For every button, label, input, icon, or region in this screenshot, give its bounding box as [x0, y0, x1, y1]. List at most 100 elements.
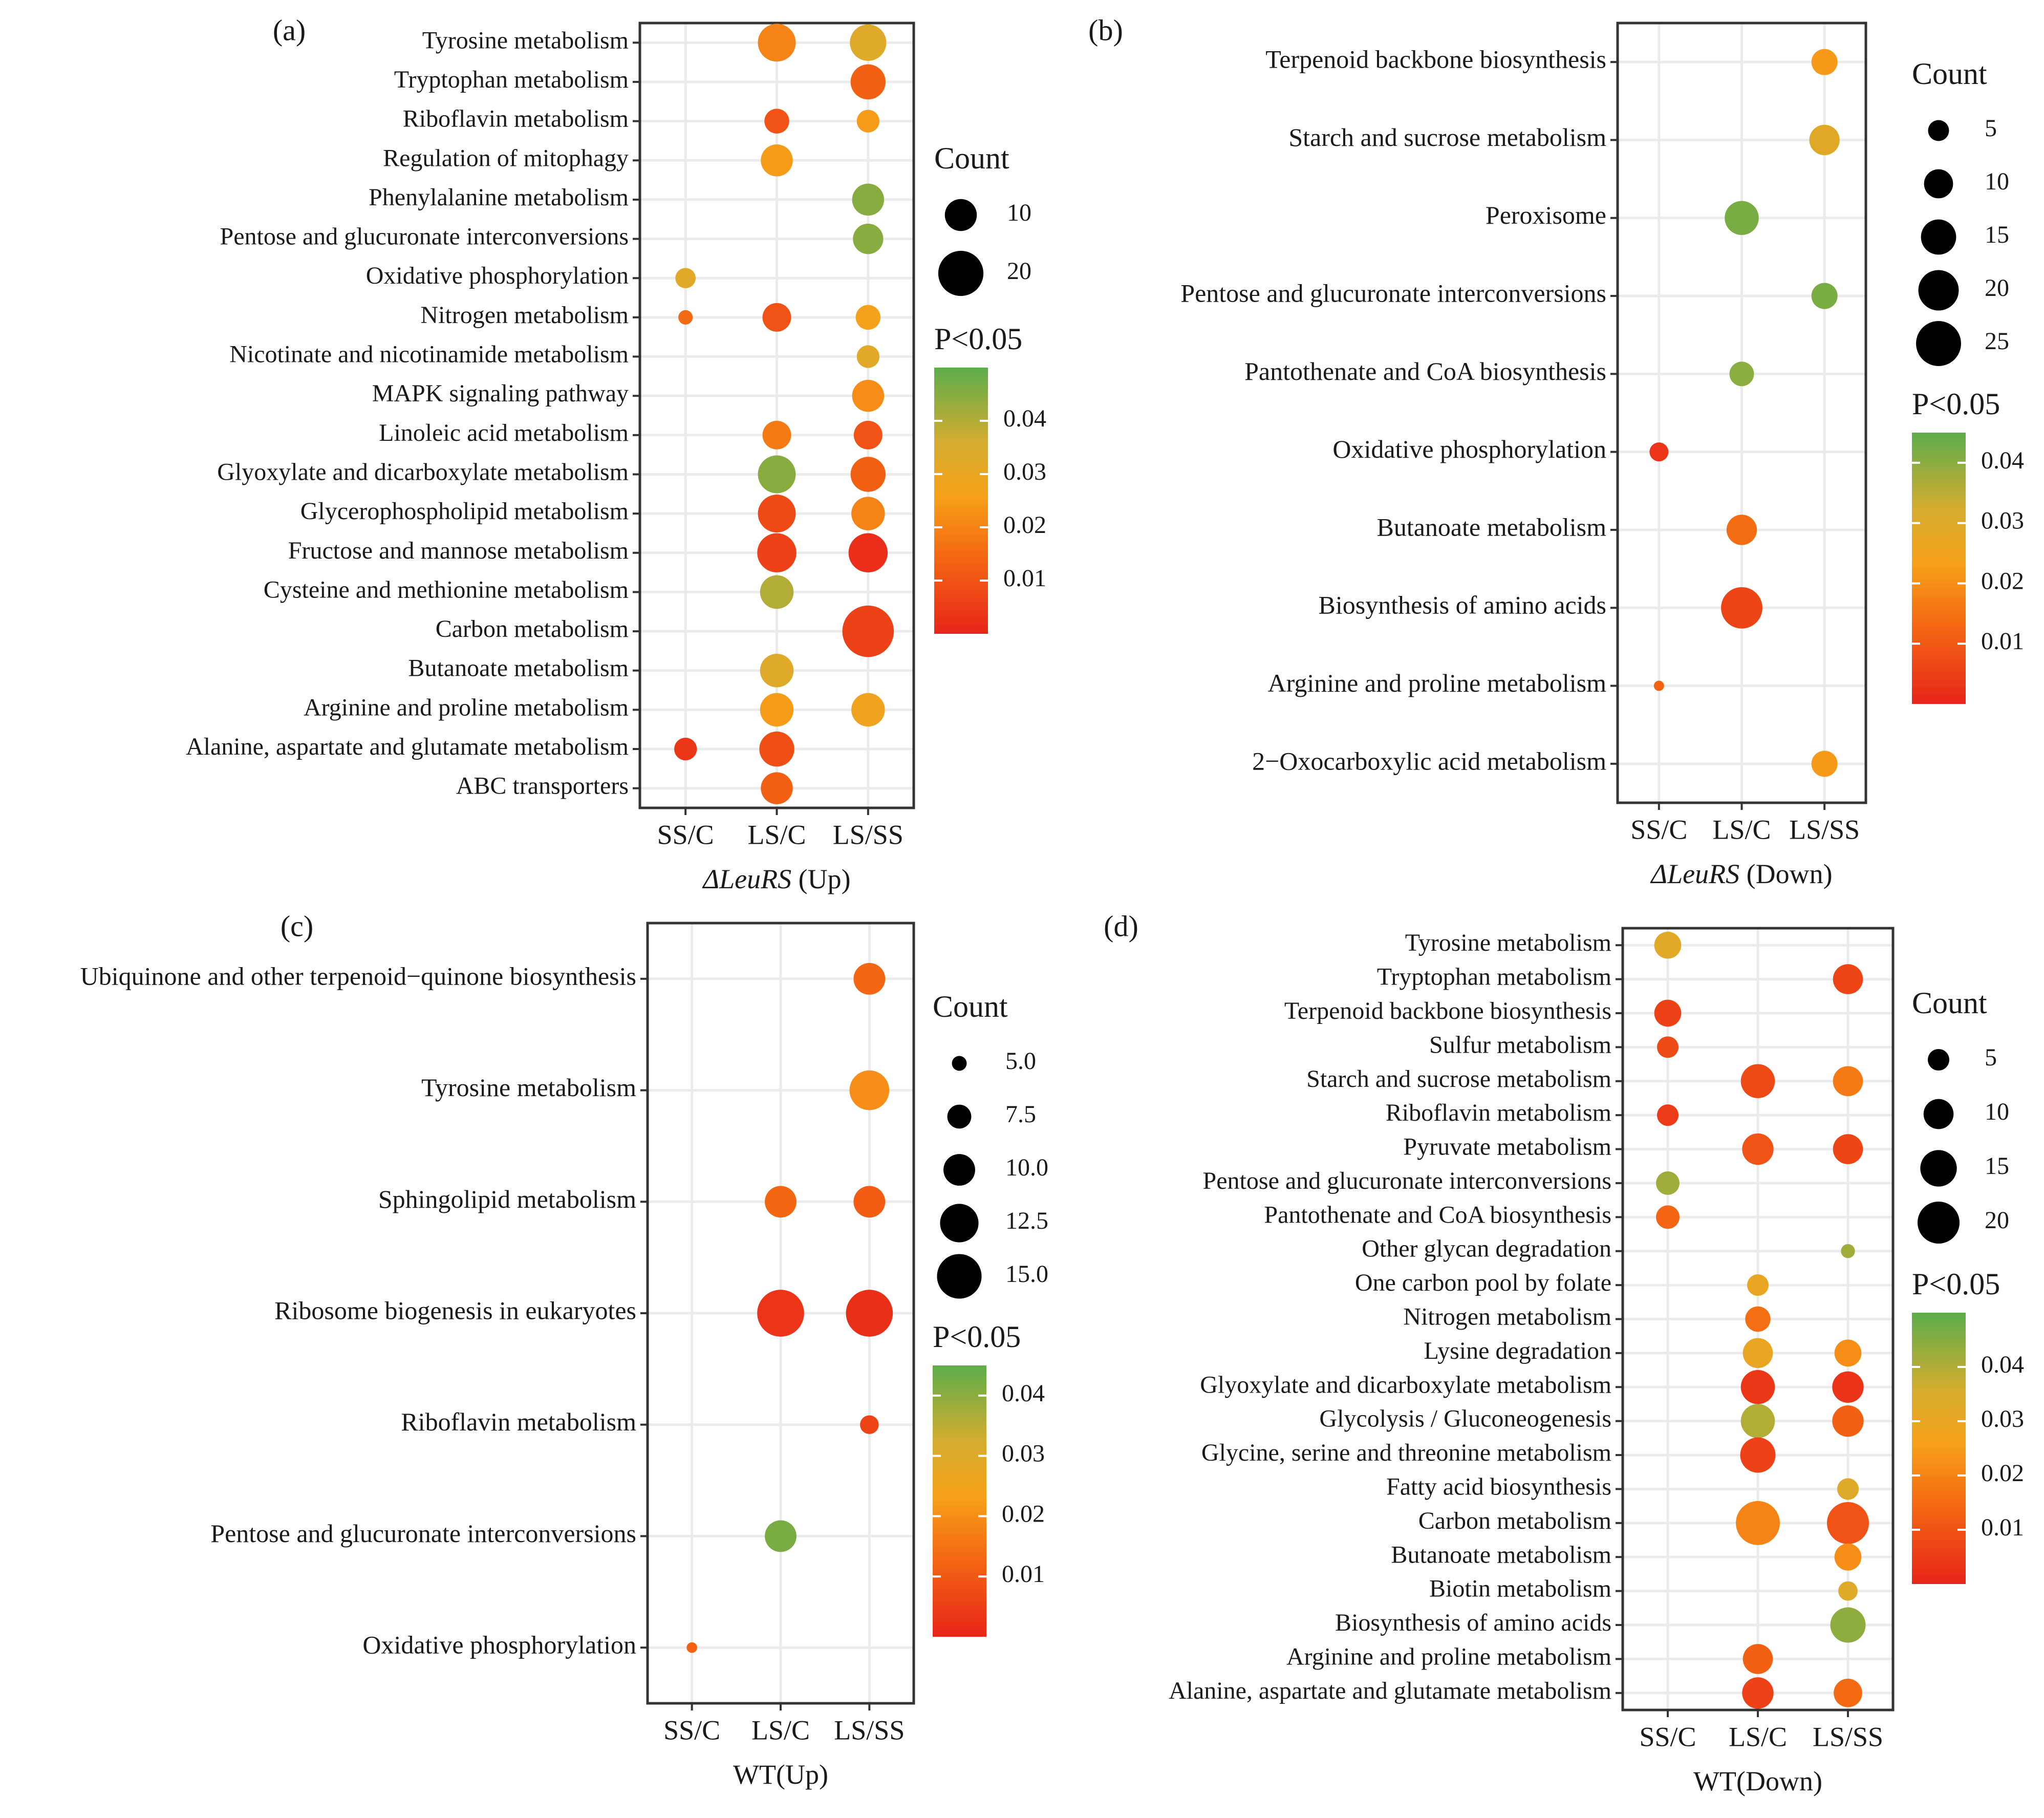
y-tick-label: Terpenoid backbone biosynthesis — [1265, 45, 1606, 74]
data-point — [851, 693, 885, 727]
y-tick-label: Tyrosine metabolism — [1405, 929, 1611, 956]
y-tick-label: Pantothenate and CoA biosynthesis — [1264, 1201, 1611, 1228]
x-axis-title: WT(Down) — [1693, 1766, 1822, 1796]
y-tick-label: Oxidative phosphorylation — [362, 1631, 636, 1659]
p-colorbar — [1912, 1313, 1966, 1584]
data-point — [1742, 1133, 1774, 1165]
p-colorbar-label: 0.02 — [1003, 511, 1046, 539]
x-axis-title: ΔLeuRS (Up) — [702, 864, 850, 894]
y-tick-label: ABC transporters — [456, 773, 629, 800]
count-legend-title: Count — [1912, 57, 1987, 91]
count-legend-key — [947, 1104, 972, 1129]
y-tick-label: Nicotinate and nicotinamide metabolism — [229, 341, 629, 368]
x-tick-label: LS/SS — [834, 1715, 905, 1745]
y-tick-label: Glyoxylate and dicarboxylate metabolism — [217, 458, 629, 485]
y-tick-label: Ubiquinone and other terpenoid−quinone b… — [80, 961, 636, 990]
count-legend-title: Count — [934, 141, 1009, 175]
data-point — [848, 533, 888, 573]
x-tick-label: LS/C — [747, 819, 806, 850]
count-legend-key — [1918, 270, 1959, 311]
count-legend-label: 15 — [1985, 221, 2009, 248]
data-point — [1726, 515, 1757, 545]
count-legend-key — [1924, 169, 1953, 199]
y-tick-label: Other glycan degradation — [1362, 1235, 1611, 1263]
y-tick-label: Riboflavin metabolism — [401, 1407, 636, 1436]
data-point — [674, 737, 697, 761]
data-point — [1830, 1607, 1866, 1643]
y-tick-label: Sphingolipid metabolism — [378, 1185, 636, 1213]
x-axis-title: WT(Up) — [733, 1759, 828, 1790]
count-legend-title: Count — [933, 990, 1008, 1023]
y-tick-label: Pentose and glucuronate interconversions — [220, 223, 629, 250]
p-colorbar — [934, 368, 988, 634]
data-point — [1740, 1064, 1775, 1099]
y-tick-label: Butanoate metabolism — [1376, 512, 1606, 541]
count-legend-label: 5 — [1985, 1044, 1997, 1071]
data-point — [853, 963, 886, 995]
panel-label: (c) — [281, 909, 313, 943]
data-point — [1654, 931, 1682, 959]
data-point — [849, 1070, 890, 1110]
panel-c: (c) Ubiquinone and other terpenoid−quinon… — [80, 909, 1048, 1790]
y-tick-label: Arginine and proline metabolism — [1268, 669, 1607, 697]
data-point — [1740, 1437, 1776, 1473]
y-tick-label: One carbon pool by folate — [1355, 1269, 1611, 1296]
count-legend-key — [1916, 321, 1961, 366]
data-point — [1654, 999, 1682, 1027]
y-tick-label: Pantothenate and CoA biosynthesis — [1244, 357, 1606, 386]
data-point — [1736, 1501, 1780, 1545]
y-tick-label: Fatty acid biosynthesis — [1386, 1473, 1611, 1500]
y-tick-label: Biosynthesis of amino acids — [1335, 1609, 1611, 1636]
data-point — [1834, 1543, 1862, 1571]
y-tick-label: Ribosome biogenesis in eukaryotes — [274, 1296, 636, 1324]
data-point — [758, 495, 796, 533]
data-point — [1841, 1244, 1855, 1258]
data-point — [765, 1186, 797, 1218]
x-tick-label: LS/C — [1712, 814, 1771, 845]
data-point — [1656, 1171, 1680, 1195]
count-legend-label: 15.0 — [1005, 1260, 1048, 1288]
count-legend-key — [937, 1254, 982, 1299]
x-tick-label: SS/C — [663, 1715, 720, 1745]
data-point — [846, 1290, 893, 1337]
y-tick-label: Carbon metabolism — [1418, 1507, 1611, 1534]
data-point — [761, 772, 793, 804]
count-legend-label: 20 — [1985, 1207, 2009, 1234]
data-point — [853, 223, 884, 254]
p-legend-title: P<0.05 — [933, 1320, 1021, 1354]
data-point — [855, 305, 881, 330]
data-point — [760, 653, 794, 688]
data-point — [842, 605, 894, 657]
data-point — [758, 24, 796, 62]
data-point — [757, 533, 797, 573]
p-legend-title: P<0.05 — [1912, 1267, 2000, 1301]
y-tick-label: Biosynthesis of amino acids — [1319, 591, 1606, 619]
data-point — [1834, 1339, 1862, 1367]
p-colorbar-label: 0.02 — [1981, 1460, 2024, 1487]
count-legend-title: Count — [1912, 986, 1987, 1020]
data-point — [1649, 442, 1669, 462]
data-point — [759, 731, 794, 767]
p-colorbar-label: 0.01 — [1981, 1514, 2024, 1541]
y-tick-label: Riboflavin metabolism — [1386, 1099, 1611, 1126]
y-tick-label: Peroxisome — [1486, 201, 1606, 229]
data-point — [1833, 1134, 1863, 1164]
data-point — [1740, 1404, 1775, 1438]
y-tick-label: Fructose and mannose metabolism — [288, 537, 629, 564]
y-tick-label: Nitrogen metabolism — [420, 302, 629, 329]
count-legend-key — [940, 1204, 979, 1243]
data-point — [762, 303, 791, 332]
data-point — [1826, 1502, 1869, 1544]
y-tick-label: Alanine, aspartate and glutamate metabol… — [1169, 1677, 1611, 1704]
y-tick-label: Arginine and proline metabolism — [304, 694, 629, 721]
data-point — [1653, 680, 1664, 691]
y-tick-label: Butanoate metabolism — [1391, 1541, 1611, 1568]
count-legend-key — [944, 199, 977, 231]
data-point — [851, 497, 885, 530]
y-tick-label: Tyrosine metabolism — [422, 27, 629, 54]
y-tick-label: Tyrosine metabolism — [421, 1073, 636, 1102]
data-point — [850, 457, 886, 492]
y-tick-label: 2−Oxocarboxylic acid metabolism — [1252, 746, 1606, 775]
data-point — [850, 64, 886, 100]
